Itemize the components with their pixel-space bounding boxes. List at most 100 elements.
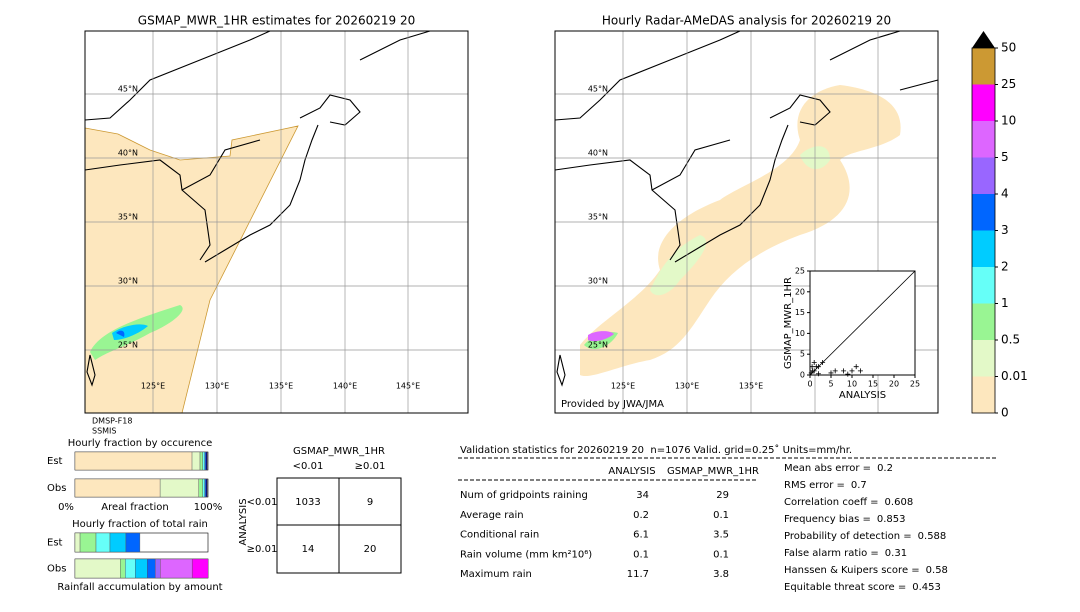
x-tick-label: 5 xyxy=(828,380,833,389)
stat-value: 11.7 xyxy=(627,569,649,580)
lon-label: 125°E xyxy=(141,382,165,391)
y-axis-label: GSMAP_MWR_1HR xyxy=(783,277,794,369)
axis-label: 100% xyxy=(194,502,223,513)
bar-segment xyxy=(125,532,141,553)
sensor-note: DMSP-F18 xyxy=(92,417,132,426)
score-value: 0.7 xyxy=(851,480,867,491)
colorbar-swatch xyxy=(972,303,995,340)
row-label: ≥0.01 xyxy=(247,544,278,555)
bar-segment xyxy=(198,478,203,498)
scatter-point xyxy=(807,372,813,378)
bar-segment xyxy=(135,558,148,579)
bar-segment xyxy=(74,478,161,498)
colorbar-swatch xyxy=(972,230,995,267)
colorbar-swatch xyxy=(972,267,995,304)
lat-label: 45°N xyxy=(588,85,608,94)
scatter-point xyxy=(811,368,817,374)
lat-label: 25°N xyxy=(118,341,138,350)
score: Equitable threat score = 0.453 xyxy=(784,582,941,593)
swath xyxy=(84,125,299,414)
diagonal xyxy=(809,270,916,376)
coastline xyxy=(84,30,431,387)
lon-label: 135°E xyxy=(269,382,293,391)
lon-label: 140°E xyxy=(333,382,357,391)
row-axis-label: ANALYSIS xyxy=(238,498,249,545)
lat-label: 25°N xyxy=(588,341,608,350)
scatter-point xyxy=(811,360,817,366)
x-tick-label: 20 xyxy=(889,380,899,389)
axis-label: 0% xyxy=(58,502,74,513)
score-label: Probability of detection = xyxy=(784,531,912,542)
bar-segment xyxy=(109,532,127,553)
bar-segment xyxy=(202,451,205,471)
axis-label: Areal fraction xyxy=(101,502,168,513)
bar-segment xyxy=(125,558,136,579)
bar-segment xyxy=(159,478,199,498)
colorbar-label: 0.01 xyxy=(1001,369,1028,383)
scatter-point xyxy=(815,371,821,377)
stat-value: 29 xyxy=(716,490,729,501)
scatter-point xyxy=(808,370,814,376)
table-cell: 9 xyxy=(367,497,373,508)
score-label: RMS error = xyxy=(784,480,845,491)
row-label: Est xyxy=(47,456,63,467)
column-label: ≥0.01 xyxy=(355,461,386,472)
rain-area xyxy=(588,331,614,342)
bar-segment xyxy=(199,451,203,471)
stat-label: Num of gridpoints raining xyxy=(460,490,588,501)
colorbar-swatch xyxy=(972,48,995,85)
coastline xyxy=(554,30,939,387)
y-tick-label: 20 xyxy=(795,287,805,296)
stat-value: 0.2 xyxy=(633,510,649,521)
colorbar-label: 0.5 xyxy=(1001,333,1020,347)
column-label: GSMAP_MWR_1HR xyxy=(667,466,759,477)
colorbar-label: 4 xyxy=(1001,187,1009,201)
score: Probability of detection = 0.588 xyxy=(784,531,946,542)
stat-value: 3.8 xyxy=(713,569,729,580)
bar-segment xyxy=(202,478,205,498)
lon-label: 145°E xyxy=(396,382,420,391)
lat-label: 30°N xyxy=(118,277,138,286)
colorbar-swatch xyxy=(972,194,995,231)
colorbar-label: 0 xyxy=(1001,406,1009,420)
bar-segment xyxy=(205,478,208,498)
colorbar-label: 1 xyxy=(1001,296,1009,310)
stats-header: Validation statistics for 20260219 20 n=… xyxy=(460,444,852,456)
y-tick-label: 0 xyxy=(800,371,805,380)
score: Mean abs error = 0.2 xyxy=(784,463,893,474)
bar-segment xyxy=(74,451,193,471)
table-cell: 14 xyxy=(302,544,315,555)
stat-label: Rain volume (mm km²10⁶) xyxy=(460,549,592,560)
scatter-point xyxy=(820,360,826,366)
table-cell: 20 xyxy=(364,544,377,555)
score-label: Hanssen & Kuipers score = xyxy=(784,565,920,576)
score-label: Mean abs error = xyxy=(784,463,871,474)
y-tick-label: 15 xyxy=(795,308,805,317)
bar-segment xyxy=(191,451,201,471)
colorbar-label: 3 xyxy=(1001,223,1009,237)
score-label: False alarm ratio = xyxy=(784,548,879,559)
stat-value: 0.1 xyxy=(713,510,729,521)
lon-label: 125°E xyxy=(611,382,635,391)
score-value: 0.58 xyxy=(926,565,948,576)
lat-label: 40°N xyxy=(118,149,138,158)
column-label: ANALYSIS xyxy=(608,466,655,477)
scatter-point xyxy=(849,368,855,374)
colorbar-label: 10 xyxy=(1001,114,1016,128)
lat-label: 35°N xyxy=(118,213,138,222)
lat-label: 30°N xyxy=(588,277,608,286)
score-label: Frequency bias = xyxy=(784,514,871,525)
score-value: 0.588 xyxy=(918,531,947,542)
map-title: GSMAP_MWR_1HR estimates for 20260219 20 xyxy=(138,14,415,28)
colorbar-label: 5 xyxy=(1001,150,1009,164)
row-label: Obs xyxy=(47,564,66,575)
column-label: <0.01 xyxy=(293,461,324,472)
bar-segment xyxy=(74,558,121,579)
map-frame xyxy=(554,30,939,414)
score-value: 0.853 xyxy=(877,514,906,525)
scatter-point xyxy=(832,368,838,374)
score-value: 0.31 xyxy=(885,548,907,559)
colorbar-swatch xyxy=(972,121,995,158)
colorbar-label: 2 xyxy=(1001,260,1009,274)
